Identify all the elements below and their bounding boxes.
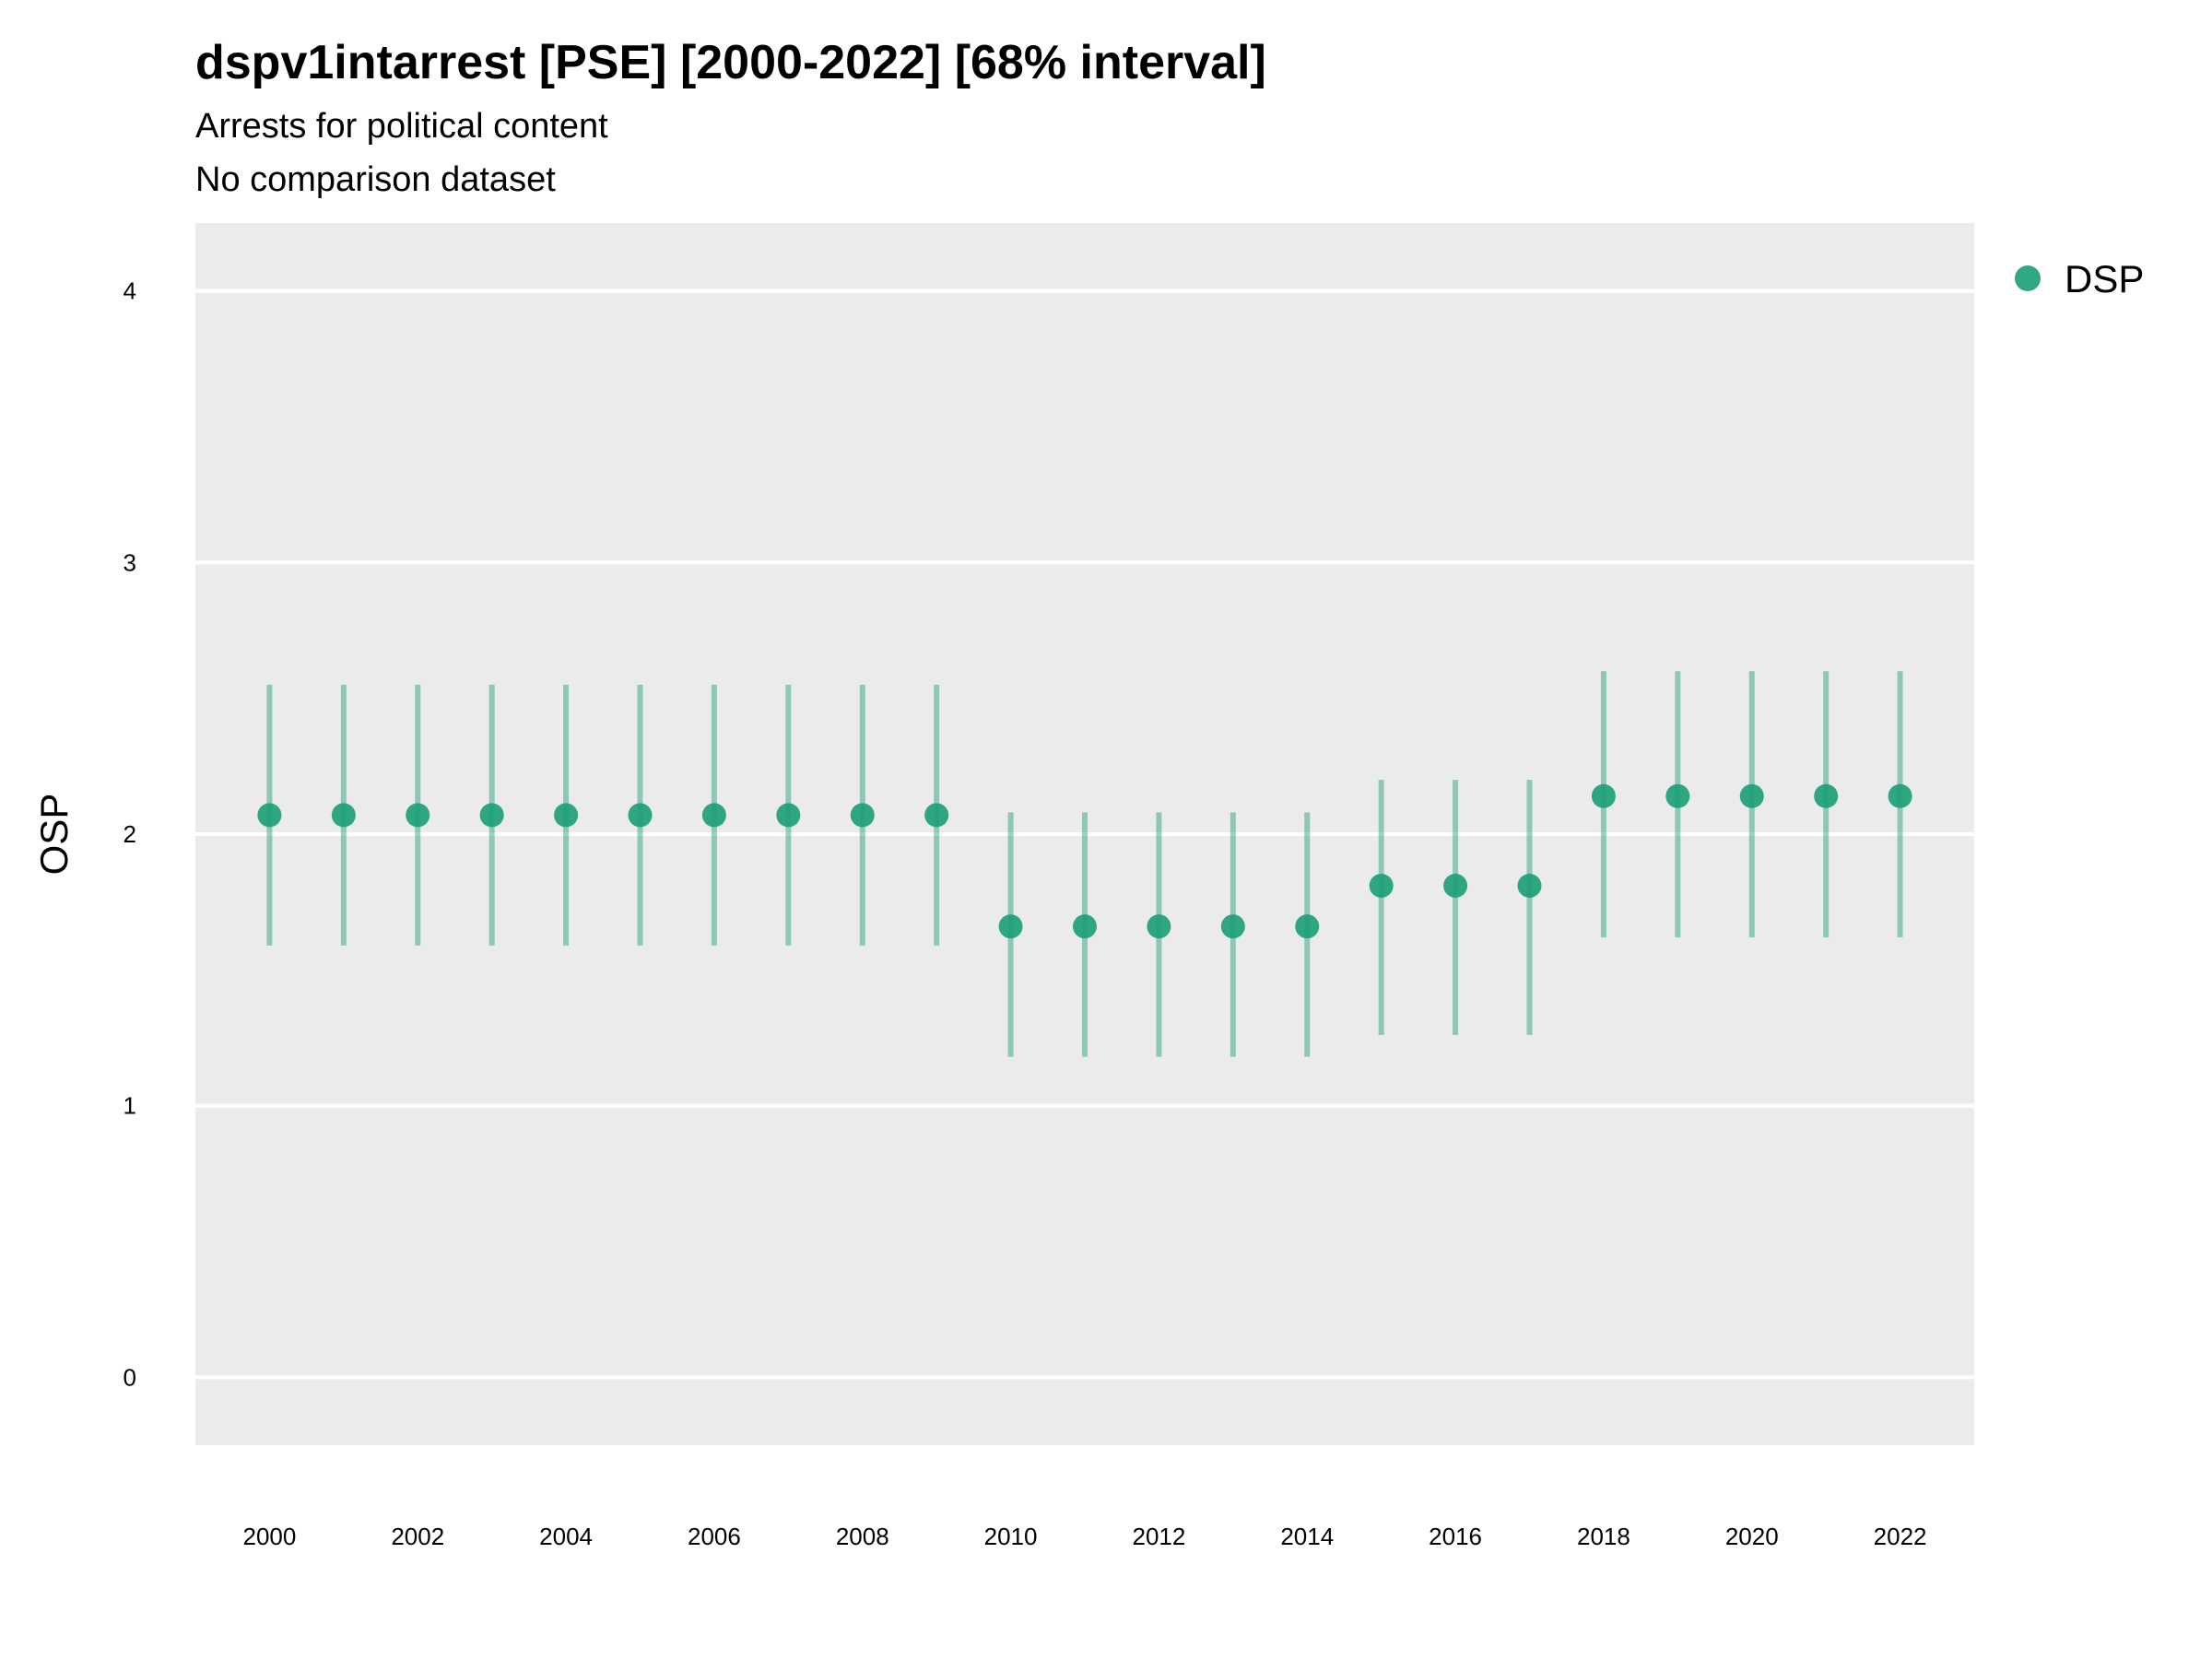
data-point-2008: [850, 803, 875, 828]
data-point-2018: [1591, 783, 1616, 808]
data-point-2006: [701, 803, 726, 828]
data-point-2003: [479, 803, 504, 828]
grid-lines: [195, 288, 1974, 1380]
data-point-2004: [554, 803, 579, 828]
data-point-2009: [924, 803, 949, 828]
data-points: [257, 783, 1912, 939]
chart-title: dspv1intarrest [PSE] [2000-2022] [68% in…: [195, 36, 1266, 89]
x-tick-label: 2016: [1429, 1523, 1482, 1550]
y-tick-label: 4: [124, 277, 136, 305]
y-axis-ticks: 0 1 2 3 4: [124, 277, 136, 1392]
data-point-2000: [257, 803, 282, 828]
x-tick-label: 2020: [1725, 1523, 1779, 1550]
data-point-2002: [406, 803, 430, 828]
x-tick-label: 2000: [242, 1523, 296, 1550]
x-axis-ticks: 2000 2002 2004 2006 2008 2010 2012 2014 2016 2018…: [242, 1523, 1926, 1550]
legend-label-dsp: DSP: [2065, 257, 2144, 300]
data-point-2022: [1888, 783, 1912, 808]
x-tick-label: 2014: [1280, 1523, 1334, 1550]
data-point-2021: [1814, 783, 1839, 808]
data-point-2013: [1220, 914, 1245, 939]
data-point-2001: [331, 803, 356, 828]
data-point-2019: [1665, 783, 1690, 808]
data-point-2020: [1739, 783, 1764, 808]
x-tick-label: 2006: [688, 1523, 741, 1550]
data-point-2007: [776, 803, 801, 828]
y-axis-title: OSP: [32, 794, 76, 876]
x-tick-label: 2004: [539, 1523, 593, 1550]
y-tick-label: 2: [124, 820, 136, 848]
data-point-2014: [1295, 914, 1320, 939]
legend: DSP: [2015, 257, 2144, 300]
x-tick-label: 2018: [1577, 1523, 1630, 1550]
data-point-2010: [998, 914, 1023, 939]
x-tick-label: 2008: [836, 1523, 889, 1550]
x-tick-label: 2010: [984, 1523, 1038, 1550]
data-point-2017: [1517, 873, 1542, 898]
data-point-2011: [1073, 914, 1097, 939]
x-tick-label: 2002: [391, 1523, 444, 1550]
legend-key-dsp: [2015, 265, 2041, 291]
data-point-2016: [1443, 873, 1468, 898]
data-point-2015: [1369, 873, 1394, 898]
data-point-2012: [1147, 914, 1171, 939]
y-tick-label: 1: [124, 1092, 136, 1120]
chart-comparison-note: No comparison dataset: [195, 160, 556, 199]
y-tick-label: 0: [124, 1363, 136, 1391]
chart-subtitle: Arrests for political content: [195, 107, 608, 146]
x-tick-label: 2022: [1874, 1523, 1927, 1550]
y-tick-label: 3: [124, 548, 136, 576]
x-tick-label: 2012: [1132, 1523, 1185, 1550]
data-point-2005: [628, 803, 653, 828]
